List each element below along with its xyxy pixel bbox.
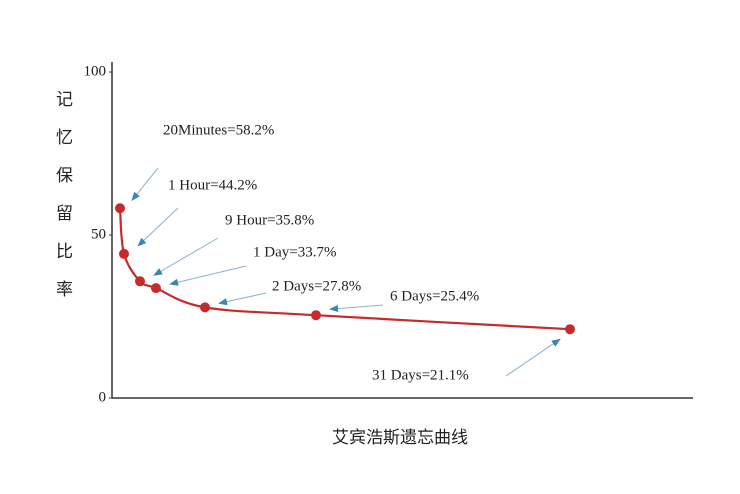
value-label: 1 Day=33.7% <box>253 244 336 260</box>
annotation-arrow <box>169 265 247 286</box>
annotation-arrow <box>505 338 561 377</box>
x-axis-title: 艾宾浩斯遗忘曲线 <box>332 428 468 448</box>
annotation-arrow <box>329 304 384 313</box>
value-label: 9 Hour=35.8% <box>225 212 314 228</box>
annotation-arrow <box>153 237 219 276</box>
annotation-arrow <box>218 292 267 306</box>
value-label: 6 Days=25.4% <box>390 288 479 304</box>
y-tick-label: 0 <box>99 389 107 405</box>
value-label: 1 Hour=44.2% <box>168 177 257 193</box>
value-label: 31 Days=21.1% <box>372 367 469 383</box>
point <box>311 310 321 321</box>
y-axis-title: 记忆保留比率 <box>52 90 73 318</box>
point <box>565 324 575 335</box>
point <box>115 203 125 214</box>
point <box>200 302 210 313</box>
y-tick-label: 100 <box>84 63 107 79</box>
point <box>119 248 129 259</box>
y-tick-label: 50 <box>91 226 106 242</box>
value-label: 2 Days=27.8% <box>272 278 361 294</box>
annotation-arrow <box>137 207 179 247</box>
annotation-arrow <box>131 167 159 201</box>
value-label: 20Minutes=58.2% <box>163 122 274 138</box>
point <box>135 276 145 287</box>
point <box>151 283 161 294</box>
